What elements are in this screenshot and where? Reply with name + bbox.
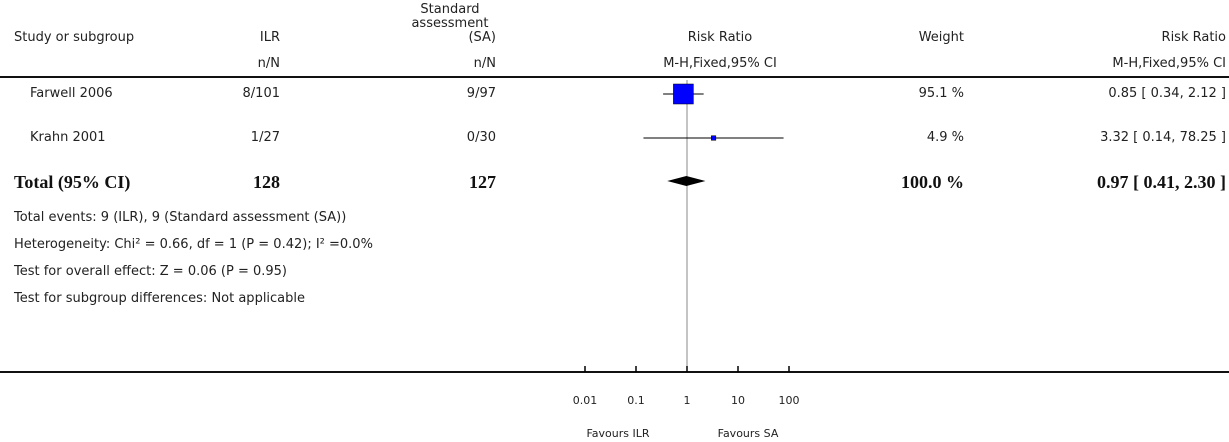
study-sa: 9/97 — [466, 86, 496, 101]
study-ilr: 8/101 — [242, 86, 280, 101]
total-label: Total (95% CI) — [14, 172, 131, 192]
axis-tick-label: 0.01 — [573, 394, 598, 407]
header-study: Study or subgroup — [14, 30, 135, 45]
study-sa: 0/30 — [466, 130, 496, 145]
axis-tick-label: 10 — [731, 394, 745, 407]
study-name: Farwell 2006 — [30, 86, 113, 101]
header-sa-line1: Standard — [420, 2, 480, 17]
axis-tick-label: 0.1 — [627, 394, 645, 407]
total-sa: 127 — [469, 172, 496, 192]
axis-tick-label: 1 — [684, 394, 691, 407]
bottom-divider — [0, 371, 1229, 373]
study-name: Krahn 2001 — [30, 130, 106, 145]
header-divider — [0, 76, 1229, 78]
header-sa-line2: assessment — [411, 16, 489, 31]
total-ilr: 128 — [253, 172, 280, 192]
study-weight: 4.9 % — [926, 130, 964, 145]
subheader-ilr: n/N — [257, 56, 280, 71]
axis-tick-label: 100 — [779, 394, 800, 407]
note-heterogeneity: Heterogeneity: Chi² = 0.66, df = 1 (P = … — [14, 237, 373, 252]
study-weight: 95.1 % — [918, 86, 964, 101]
pooled-diamond — [667, 176, 706, 186]
favours-right-label: Favours SA — [717, 427, 779, 440]
header-risk-ratio: Risk Ratio — [687, 30, 753, 45]
header-sa-line3: (SA) — [468, 30, 496, 45]
total-weight: 100.0 % — [901, 172, 964, 192]
study-box — [711, 135, 717, 141]
study-box — [673, 83, 694, 105]
study-ci: 0.85 [ 0.34, 2.12 ] — [1108, 86, 1226, 101]
favours-left-label: Favours ILR — [586, 427, 650, 440]
header-ilr: ILR — [259, 30, 280, 45]
subheader-rr2: M-H,Fixed,95% CI — [1112, 56, 1226, 71]
study-ci: 3.32 [ 0.14, 78.25 ] — [1100, 130, 1226, 145]
note-total-events: Total events: 9 (ILR), 9 (Standard asses… — [14, 210, 347, 225]
note-overall-effect: Test for overall effect: Z = 0.06 (P = 0… — [14, 264, 287, 279]
total-ci: 0.97 [ 0.41, 2.30 ] — [1097, 172, 1226, 192]
study-ilr: 1/27 — [250, 130, 280, 145]
subheader-sa: n/N — [473, 56, 496, 71]
note-subgroup-diff: Test for subgroup differences: Not appli… — [14, 291, 306, 306]
subheader-rr: M-H,Fixed,95% CI — [663, 56, 777, 71]
header-risk-ratio-2: Risk Ratio — [1161, 30, 1226, 45]
header-weight: Weight — [918, 30, 964, 45]
